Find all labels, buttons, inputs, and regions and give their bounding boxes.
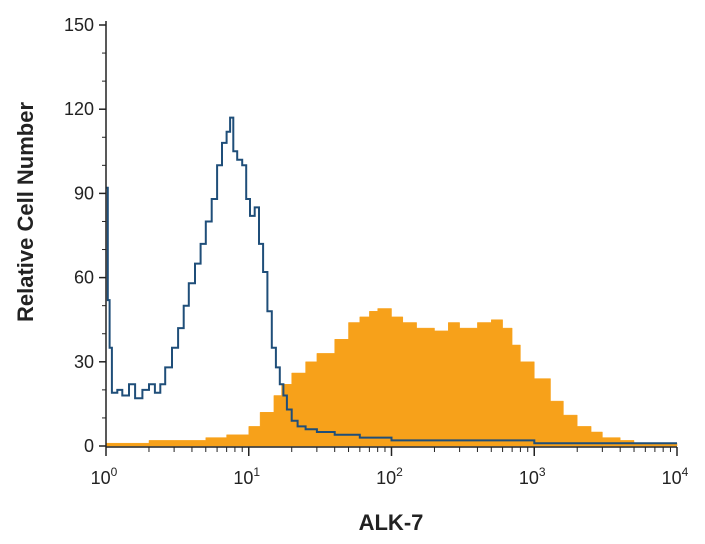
x-tick-label: 101: [233, 465, 260, 488]
x-tick-label: 100: [91, 465, 118, 488]
x-tick-label: 103: [519, 465, 546, 488]
y-axis-title: Relative Cell Number: [13, 102, 38, 323]
y-tick-label: 30: [74, 352, 94, 372]
y-tick-label: 60: [74, 268, 94, 288]
axes: [99, 21, 678, 456]
x-tick-label: 104: [662, 465, 689, 488]
x-axis-title: ALK-7: [359, 510, 424, 535]
x-tick-label: 102: [376, 465, 403, 488]
outline-histogram: [106, 116, 677, 445]
y-tick-label: 120: [64, 99, 94, 119]
filled-histogram: [105, 308, 678, 447]
y-tick-label: 0: [84, 436, 94, 456]
y-tick-label: 90: [74, 183, 94, 203]
plot-series: [105, 116, 678, 447]
y-tick-labels: 0 30 60 90 120 150: [64, 15, 94, 456]
x-tick-labels: 100 101 102 103 104: [91, 465, 689, 488]
y-tick-label: 150: [64, 15, 94, 35]
